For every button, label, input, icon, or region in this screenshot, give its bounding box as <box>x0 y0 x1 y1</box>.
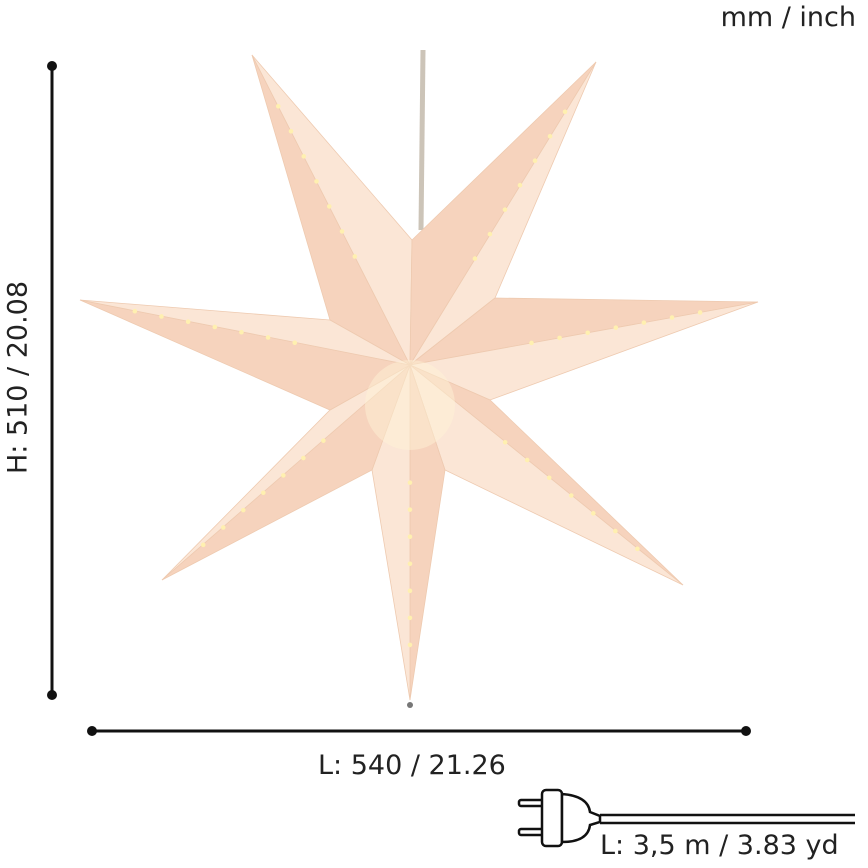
star-perforation <box>275 103 281 109</box>
star-perforation <box>613 528 618 534</box>
star-perforation <box>502 207 508 212</box>
star-perforation <box>407 642 413 648</box>
height-label: H: 510 / 20.08 <box>2 280 34 475</box>
cord-length-label: L: 3,5 m / 3.83 yd <box>600 830 839 861</box>
star-perforation <box>220 525 226 530</box>
star-perforation <box>212 324 218 330</box>
star-perforation <box>407 561 413 567</box>
star-perforation <box>288 129 294 134</box>
star-lamp <box>79 54 759 708</box>
star-perforation <box>407 534 413 540</box>
star-perforation <box>472 256 478 261</box>
star-perforation <box>321 438 326 443</box>
star-perforation <box>697 310 703 315</box>
star-perforation <box>339 229 345 234</box>
star-perforation <box>301 455 306 461</box>
star-perforation <box>159 314 164 319</box>
star-perforation <box>641 320 647 325</box>
star-perforation <box>132 308 138 314</box>
star-perforation <box>200 542 206 548</box>
star-perforation <box>407 507 413 512</box>
star-perforation <box>517 182 523 188</box>
star-perforation <box>669 315 675 320</box>
units-label: mm / inch <box>720 2 856 33</box>
lamp-glow <box>365 360 455 450</box>
plug-icon <box>517 788 855 848</box>
star-perforation <box>532 158 538 164</box>
star-perforation <box>487 231 493 237</box>
star-perforation <box>546 475 552 481</box>
star-perforation <box>407 480 413 485</box>
star-bottom-cap <box>407 702 413 708</box>
star-perforation <box>261 490 266 496</box>
star-perforation <box>547 133 553 139</box>
star-perforation <box>502 439 508 445</box>
star-perforation <box>407 615 413 621</box>
star-perforation <box>613 325 619 331</box>
star-perforation <box>568 493 574 498</box>
star-perforation <box>326 204 332 209</box>
star-perforation <box>185 319 191 324</box>
star-perforation <box>585 330 591 336</box>
star-perforation <box>407 588 413 594</box>
star-perforation <box>635 546 640 552</box>
star-perforation <box>557 335 562 341</box>
star-perforation <box>524 457 530 463</box>
star-perforation <box>301 154 307 159</box>
star-perforation <box>292 340 298 345</box>
star-perforation <box>529 340 534 346</box>
star-perforation <box>239 329 244 335</box>
star-perforation <box>240 507 246 513</box>
star-perforation <box>352 254 358 259</box>
star-perforation <box>562 109 568 115</box>
hanging-cord <box>418 49 426 231</box>
height-dimension-line <box>47 61 57 700</box>
star-perforation <box>265 335 271 340</box>
star-perforation <box>314 179 319 184</box>
width-dimension-line <box>87 726 751 736</box>
star-perforation <box>281 473 286 478</box>
width-label: L: 540 / 21.26 <box>318 750 506 781</box>
star-perforation <box>591 511 596 516</box>
